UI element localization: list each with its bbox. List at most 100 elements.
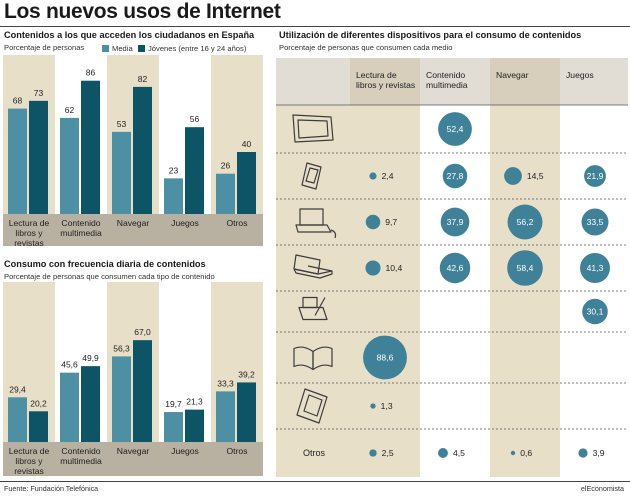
category-label: Lectura de [9, 446, 50, 456]
ereader-icon [296, 388, 328, 424]
source-note: Fuente: Fundación Telefónica [4, 484, 99, 493]
bubble [438, 448, 448, 458]
daily-chart-subtitle: Porcentaje de personas que consumen cada… [4, 272, 215, 281]
bar-label: 53 [117, 119, 127, 129]
bar-media [8, 397, 27, 442]
category-band [3, 214, 263, 246]
bar-media [8, 108, 27, 214]
bar-label: 62 [65, 105, 75, 115]
bubble-label: 1,3 [381, 401, 393, 411]
bubble [370, 403, 376, 409]
bubble-label: 2,4 [382, 171, 394, 181]
bar-jovenes [133, 340, 152, 442]
bar-label: 39,2 [238, 369, 255, 379]
bubble-label: 88,6 [377, 353, 394, 363]
bubble-label: 0,6 [520, 448, 532, 458]
bar-media [112, 131, 131, 214]
bubble [510, 450, 516, 456]
bubble [442, 163, 468, 189]
bubble [584, 165, 606, 187]
category-label: revistas [14, 238, 44, 246]
bar-jovenes [133, 86, 152, 214]
column-header: multimedia [426, 80, 468, 90]
bar-media [164, 412, 183, 442]
category-label: Juegos [171, 446, 199, 456]
bar-jovenes [185, 409, 204, 442]
bar-label: 33,3 [217, 378, 234, 388]
smartphone-icon [301, 162, 322, 190]
bar-media [216, 391, 235, 442]
devices-chart-subtitle: Porcentaje de personas que consumen cada… [279, 43, 453, 52]
category-label: revistas [14, 466, 44, 476]
bubble-label: 42,6 [447, 263, 464, 273]
bubble-label: 21,9 [587, 171, 604, 181]
daily-chart-title: Consumo con frecuencia diaria de conteni… [4, 259, 206, 269]
bubble-label: 30,1 [587, 307, 604, 317]
bar-jovenes [81, 366, 100, 442]
bar-label: 19,7 [165, 399, 182, 409]
bubble [440, 207, 470, 237]
category-band [3, 442, 263, 476]
bar-jovenes [81, 80, 100, 214]
bubble [507, 250, 543, 286]
bubble [580, 253, 610, 283]
bubble [369, 449, 377, 457]
bar-media [164, 178, 183, 214]
category-label: libros y [15, 228, 43, 238]
bar-label: 45,6 [61, 360, 78, 370]
bar-jovenes [29, 100, 48, 214]
category-label: Navegar [117, 446, 150, 456]
legend-label-jovenes: Jóvenes (entre 16 y 24 años) [148, 44, 247, 53]
column-header: Navegar [496, 70, 529, 80]
devices-chart-title: Utilización de diferentes dispositivos p… [279, 30, 582, 40]
bubble [365, 214, 381, 230]
tv-icon [292, 114, 334, 143]
bubble-label: 9,7 [385, 217, 397, 227]
bubble-label: 27,8 [447, 171, 464, 181]
category-label: Contenido [61, 218, 100, 228]
category-label: multimedia [60, 228, 102, 238]
row-label: Otros [303, 448, 326, 458]
bubble-label: 10,4 [386, 263, 403, 273]
bubble [578, 448, 588, 458]
bar-label: 21,3 [186, 397, 203, 407]
bubble-label: 2,5 [382, 448, 394, 458]
category-label: Otros [226, 218, 247, 228]
bubble-label: 3,9 [593, 448, 605, 458]
bubble-label: 14,5 [527, 171, 544, 181]
bar-jovenes [237, 382, 256, 442]
bar-label: 20,2 [30, 398, 47, 408]
bubble [363, 335, 407, 380]
page-title: Los nuevos usos de Internet [4, 0, 281, 23]
bubble-label: 56,2 [517, 217, 534, 227]
bar-label: 68 [13, 96, 23, 106]
bar-label: 82 [138, 74, 148, 84]
category-label: Lectura de [9, 218, 50, 228]
book-icon [293, 346, 333, 371]
bubble-label: 4,5 [453, 448, 465, 458]
bar-label: 23 [169, 165, 179, 175]
netbook-icon [293, 254, 333, 279]
bar-label: 40 [242, 139, 252, 149]
column-header: Juegos [566, 70, 594, 80]
legend-label-media: Media [112, 44, 133, 53]
bar-media [216, 173, 235, 214]
column-header: Lectura de [356, 70, 397, 80]
bubble [365, 260, 381, 276]
bar-label: 73 [34, 88, 44, 98]
category-label: Juegos [171, 218, 199, 228]
bubble [504, 167, 522, 185]
footer-divider [0, 481, 630, 482]
bar-label: 86 [86, 68, 96, 78]
column-header: Contenido [426, 70, 465, 80]
access-chart-subtitle: Porcentaje de personas [4, 43, 85, 52]
bar-label: 26 [221, 161, 231, 171]
category-label: libros y [15, 456, 43, 466]
category-label: Navegar [117, 218, 150, 228]
brand-logo: elEconomista [580, 484, 624, 493]
bubble-label: 41,3 [587, 263, 604, 273]
bar-jovenes [237, 152, 256, 214]
